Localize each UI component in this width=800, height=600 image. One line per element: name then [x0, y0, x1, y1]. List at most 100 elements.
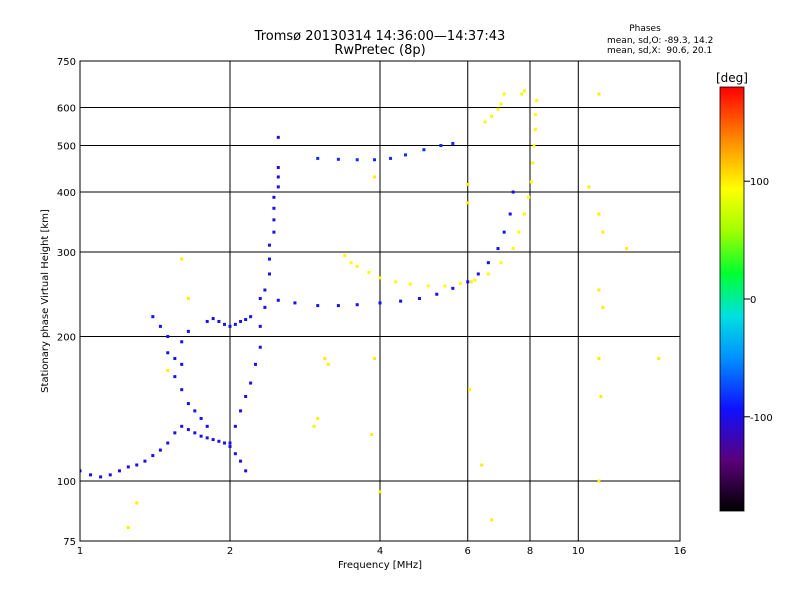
- echo-point: [151, 315, 155, 319]
- echo-point: [451, 286, 455, 290]
- x-tick-label: 10: [572, 546, 585, 557]
- echo-point: [378, 301, 382, 305]
- y-tick-label: 75: [63, 537, 76, 548]
- echo-point: [186, 402, 190, 406]
- echo-point: [173, 356, 177, 360]
- echo-point: [276, 185, 280, 189]
- echo-point: [529, 180, 533, 184]
- echo-point: [323, 356, 327, 360]
- echo-point: [180, 388, 184, 392]
- echo-point: [531, 161, 535, 165]
- echo-point: [267, 272, 271, 276]
- echo-point: [483, 120, 487, 124]
- echo-point: [249, 381, 253, 385]
- echo-point: [316, 304, 320, 308]
- echo-point: [135, 463, 139, 467]
- echo-point: [480, 463, 484, 467]
- echo-point: [378, 490, 382, 494]
- echo-point: [370, 433, 374, 437]
- echo-point: [597, 288, 601, 292]
- echo-point: [417, 297, 421, 301]
- echo-point: [523, 89, 527, 93]
- echo-point: [473, 278, 477, 282]
- echo-point: [378, 276, 382, 280]
- echo-point: [180, 340, 184, 344]
- echo-point: [657, 356, 661, 360]
- echo-point: [517, 230, 521, 234]
- echo-point: [532, 144, 536, 148]
- echo-point: [373, 356, 377, 360]
- echo-point: [511, 190, 515, 194]
- echo-point: [355, 264, 359, 268]
- y-tick-label: 500: [57, 142, 76, 153]
- colorbar-tick-label: 0: [750, 295, 756, 306]
- echo-point: [166, 335, 170, 339]
- echo-point: [466, 182, 470, 186]
- echo-point: [126, 465, 130, 469]
- echo-point: [217, 319, 221, 323]
- echo-point: [99, 475, 103, 479]
- echo-point: [205, 424, 209, 428]
- echo-point: [389, 156, 393, 160]
- echo-point: [233, 452, 237, 456]
- echo-point: [239, 409, 243, 413]
- echo-point: [272, 230, 276, 234]
- echo-point: [211, 438, 215, 442]
- echo-point: [117, 469, 121, 473]
- colorbar-tick-label: 100: [750, 177, 769, 188]
- echo-point: [499, 102, 503, 106]
- echo-point: [486, 261, 490, 265]
- echo-point: [223, 441, 227, 445]
- echo-point: [496, 247, 500, 251]
- colorbar-tick-label: -100: [750, 413, 773, 424]
- x-tick-label: 2: [227, 546, 233, 557]
- echo-point: [422, 148, 426, 152]
- echo-point: [533, 127, 537, 131]
- y-tick-label: 300: [57, 248, 76, 259]
- echo-point: [217, 439, 221, 443]
- echo-point: [211, 317, 215, 321]
- echo-point: [166, 351, 170, 355]
- chart-title: Tromsø 20130314 14:36:00—14:37:43: [254, 29, 506, 44]
- echo-point: [272, 206, 276, 210]
- echo-point: [233, 322, 237, 326]
- echo-point: [535, 99, 539, 103]
- echo-point: [205, 436, 209, 440]
- echo-point: [408, 282, 412, 286]
- echo-point: [228, 324, 232, 328]
- echo-point: [135, 501, 139, 505]
- echo-point: [502, 92, 506, 96]
- echo-point: [520, 92, 524, 96]
- echo-point: [508, 212, 512, 216]
- echo-point: [276, 175, 280, 179]
- echo-point: [228, 445, 232, 449]
- echo-point: [597, 356, 601, 360]
- y-tick-label: 100: [57, 477, 76, 488]
- colorbar-unit-label: [deg]: [716, 71, 748, 85]
- echo-point: [276, 298, 280, 302]
- echo-point: [486, 272, 490, 276]
- echo-point: [597, 479, 601, 483]
- echo-point: [186, 329, 190, 333]
- echo-point: [316, 156, 320, 160]
- grid: [80, 61, 680, 541]
- phase-box-heading: Phases: [629, 24, 661, 34]
- echo-point: [469, 280, 473, 284]
- colorbar-ticks: 100 0 -100: [744, 177, 773, 424]
- echo-point: [523, 212, 527, 216]
- chart-subtitle: RwPretec (8p): [334, 43, 425, 58]
- echo-point: [336, 304, 340, 308]
- x-tick-label: 1: [77, 546, 83, 557]
- echo-point: [468, 388, 472, 392]
- echo-point: [267, 243, 271, 247]
- echo-point: [355, 158, 359, 162]
- phase-box-x: mean, sd,X: 90.6, 20.1: [607, 46, 712, 56]
- echo-point: [499, 261, 503, 265]
- echo-point: [126, 526, 130, 530]
- echo-point: [205, 319, 209, 323]
- x-tick-label: 6: [465, 546, 471, 557]
- echo-point: [173, 431, 177, 435]
- x-axis: 1 2 4 6 8 10 16: [77, 546, 687, 557]
- echo-point: [249, 315, 253, 319]
